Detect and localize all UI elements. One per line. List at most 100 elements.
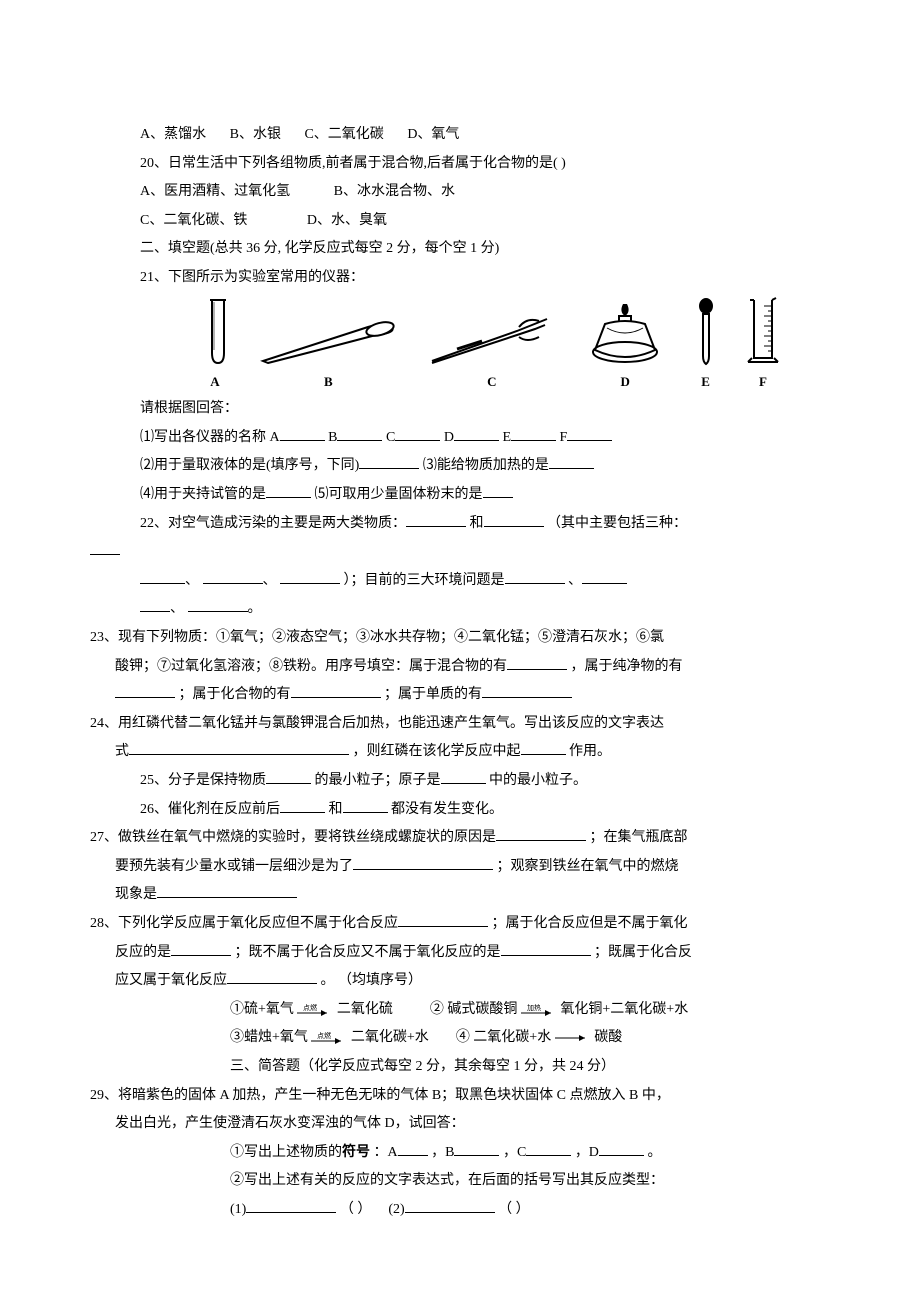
blank[interactable] [343, 798, 388, 813]
blank[interactable] [359, 454, 419, 469]
q21-p1-e: E [502, 430, 511, 445]
q23-line3: ；属于化合物的有 ；属于单质的有 [115, 682, 840, 709]
blank[interactable] [482, 683, 572, 698]
q27-l2a: 要预先装有少量水或铺一层细沙是为了 [115, 859, 353, 874]
blank[interactable] [280, 569, 340, 584]
q24-line1: 24、用红磷代替二氧化锰并与氯酸钾混合后加热，也能迅速产生氧气。写出该反应的文字… [90, 711, 840, 738]
r1b: 二氧化硫 [337, 1002, 393, 1017]
q28-l2b: ；既不属于化合反应又不属于氧化反应的是 [235, 945, 501, 960]
blank[interactable] [454, 426, 499, 441]
arrow-icon: 加热 [521, 1003, 557, 1017]
blank[interactable] [526, 1141, 571, 1156]
blank[interactable] [507, 655, 567, 670]
q27-l1b: ；在集气瓶底部 [590, 830, 688, 845]
blank[interactable] [501, 941, 591, 956]
blank[interactable] [280, 426, 325, 441]
q29-p3: (1) （ ） (2) （ ） [230, 1197, 840, 1224]
blank[interactable] [157, 883, 297, 898]
q27-line1: 27、做铁丝在氧气中燃烧的实验时，要将铁丝绕成螺旋状的原因是 ；在集气瓶底部 [90, 825, 840, 852]
blank[interactable] [280, 798, 325, 813]
q21-p1-c: C [386, 430, 395, 445]
period: 。 [248, 601, 262, 616]
q28-l2c: ；既属于化合反 [594, 945, 692, 960]
spoon-icon [258, 313, 398, 368]
blank[interactable] [567, 426, 612, 441]
instrument-c: C [427, 313, 557, 395]
blank[interactable] [140, 569, 185, 584]
q21-p2-pre: ⑵用于量取液体的是(填序号，下同) [140, 458, 359, 473]
blank[interactable] [406, 512, 466, 527]
cylinder-icon [746, 296, 780, 368]
q23-l2b: ，属于纯净物的有 [571, 659, 683, 674]
blank[interactable] [337, 426, 382, 441]
blank[interactable] [521, 740, 566, 755]
blank[interactable] [483, 483, 513, 498]
cond: 点燃 [317, 1031, 331, 1040]
q22-after: ）；目前的三大环境问题是 [344, 573, 505, 588]
blank[interactable] [398, 912, 488, 927]
blank[interactable] [505, 569, 565, 584]
blank[interactable] [441, 769, 486, 784]
blank[interactable] [266, 483, 311, 498]
blank[interactable] [203, 569, 263, 584]
blank[interactable] [140, 597, 170, 612]
label-f: F [759, 370, 767, 395]
blank[interactable] [454, 1141, 499, 1156]
q21-p1: ⑴写出各仪器的名称 A B C D E F [140, 425, 840, 452]
blank[interactable] [549, 454, 594, 469]
q29-line1: 29、将暗紫色的固体 A 加热，产生一种无色无味的气体 B；取黑色块状固体 C … [90, 1083, 840, 1110]
q24-l2c: 作用。 [569, 744, 611, 759]
blank[interactable] [353, 855, 493, 870]
r1a: ①硫+氧气 [230, 1002, 294, 1017]
blank[interactable] [266, 769, 311, 784]
q29-p1-bold: 符号 [342, 1145, 370, 1160]
blank[interactable] [405, 1198, 495, 1213]
q28-eq1: ①硫+氧气 点燃 二氧化硫 ② 碱式碳酸铜 加热 氧化铜+二氧化碳+水 [230, 997, 840, 1024]
arrow-icon: 点燃 [311, 1031, 347, 1045]
q26: 26、催化剂在反应前后 和 都没有发生变化。 [140, 797, 840, 824]
blank[interactable] [599, 1141, 644, 1156]
sep: 、 [263, 573, 277, 588]
blank[interactable] [90, 540, 120, 555]
q21-p4-pre: ⑷用于夹持试管的是 [140, 487, 266, 502]
blank[interactable] [484, 512, 544, 527]
q28-l1a: 28、下列化学反应属于氧化反应但不属于化合反应 [90, 916, 398, 931]
q20-stem: 20、日常生活中下列各组物质,前者属于混合物,后者属于化合物的是( ) [140, 151, 840, 178]
q22-line3: 、 。 [140, 596, 840, 623]
blank[interactable] [188, 597, 248, 612]
blank[interactable] [496, 826, 586, 841]
q29-p3c: (2) [388, 1202, 404, 1217]
q22-b: 和 [470, 516, 484, 531]
section-2-title: 二、填空题(总共 36 分, 化学反应式每空 2 分，每个空 1 分) [140, 236, 840, 263]
q22-line2: 、 、 ）；目前的三大环境问题是 、 [140, 568, 840, 595]
q28-l2a: 反应的是 [115, 945, 171, 960]
blank[interactable] [246, 1198, 336, 1213]
section-3-title: 三、简答题（化学反应式每空 2 分，其余每空 1 分，共 24 分） [230, 1054, 840, 1081]
q24-l2b: ，则红磷在该化学反应中起 [353, 744, 521, 759]
blank[interactable] [171, 941, 231, 956]
q28-l3b: 。 （均填序号） [321, 973, 423, 988]
q29-p2: ②写出上述有关的反应的文字表达式，在后面的括号写出其反应类型： [230, 1168, 840, 1195]
q27-l3a: 现象是 [115, 887, 157, 902]
q22-hang [90, 539, 840, 566]
q20-opt-b: B、冰水混合物、水 [334, 184, 455, 199]
label-e: E [701, 370, 710, 395]
blank[interactable] [395, 426, 440, 441]
q29-p1a: ①写出上述物质的 [230, 1145, 342, 1160]
q23-l3b: ；属于单质的有 [384, 687, 482, 702]
blank[interactable] [398, 1141, 428, 1156]
blank[interactable] [115, 683, 175, 698]
q23-l3a: ；属于化合物的有 [179, 687, 291, 702]
q19-opt-b: B、水银 [230, 127, 281, 142]
blank[interactable] [291, 683, 381, 698]
q28-l1b: ；属于化合反应但是不属于氧化 [492, 916, 688, 931]
q29-p1d: ，C [503, 1145, 526, 1160]
q20-row1: A、医用酒精、过氧化氢 B、冰水混合物、水 [140, 179, 840, 206]
sep: 、 [185, 573, 199, 588]
blank[interactable] [129, 740, 349, 755]
blank[interactable] [582, 569, 627, 584]
blank[interactable] [227, 969, 317, 984]
q21-p1-pre: ⑴写出各仪器的名称 A [140, 430, 280, 445]
q21-p1-d: D [444, 430, 454, 445]
blank[interactable] [511, 426, 556, 441]
